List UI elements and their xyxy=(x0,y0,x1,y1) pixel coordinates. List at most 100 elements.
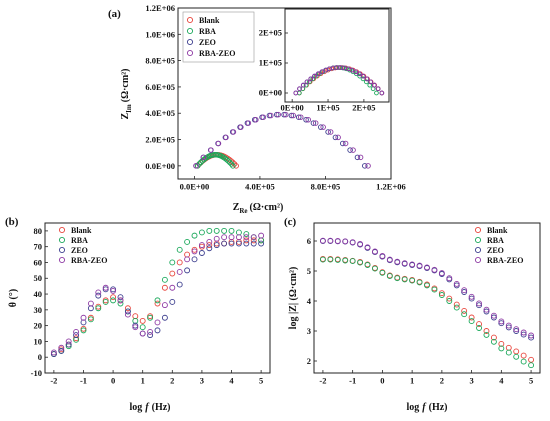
panel-c-point-rba-zeo xyxy=(327,237,334,244)
panel-c-point-rba-zeo xyxy=(528,332,535,339)
inset-point-rba-zeo xyxy=(349,67,355,73)
panel-c-point-blank xyxy=(520,352,527,359)
inset-point-rba-zeo xyxy=(293,90,299,96)
panel-c-point-rba xyxy=(461,311,468,318)
nyquist-point-rba-zeo xyxy=(260,114,267,120)
panel-b-ytick-label: -10 xyxy=(31,368,42,378)
nyquist-point-rba-zeo xyxy=(283,111,289,118)
panel-b-point-zeo xyxy=(176,281,183,288)
panel-c-ytick-label: 4 xyxy=(307,296,312,306)
panel-c-point-blank xyxy=(438,290,445,297)
legend-marker-blank xyxy=(186,16,194,24)
panel-a-ytick-label: 1.0E+06 xyxy=(145,29,175,39)
panel-c-frame xyxy=(313,222,541,374)
panel-c-point-blank xyxy=(490,334,497,341)
panel-c-point-rba xyxy=(342,257,349,264)
panel-c-point-rba xyxy=(483,331,490,338)
panel-a-label: (a) xyxy=(108,8,121,20)
panel-c-point-rba-zeo xyxy=(476,300,482,307)
panel-c-xtick-label: -2 xyxy=(319,376,326,386)
panel-b-point-zeo xyxy=(198,250,205,256)
panel-b-point-blank xyxy=(250,237,257,244)
panel-b-point-blank xyxy=(80,325,87,332)
panel-b-point-rba-zeo xyxy=(228,234,235,241)
panel-c-xtick-label: 1 xyxy=(410,376,414,386)
panel-b-ytick-label: 10 xyxy=(34,336,43,346)
panel-b-ytick-label: 40 xyxy=(34,289,43,299)
panel-c-point-rba xyxy=(468,318,475,325)
panel-b-ytick-label: 50 xyxy=(34,273,43,283)
panel-c-point-rba xyxy=(438,292,445,298)
panel-b-point-rba xyxy=(184,238,191,245)
panel-b-point-rba-zeo xyxy=(221,234,228,241)
panel-c-point-rba xyxy=(394,275,401,282)
panel-b-point-blank xyxy=(58,346,65,353)
nyquist-point-zeo xyxy=(273,111,280,118)
legend-marker-blank xyxy=(474,226,482,234)
panel-b-point-blank xyxy=(243,237,250,244)
legend-label-rba-zeo: RBA-ZEO xyxy=(487,256,523,265)
panel-c-point-rba-zeo xyxy=(513,326,520,333)
panel-c-point-rba-zeo xyxy=(505,322,512,329)
panel-b-point-rba xyxy=(235,229,242,236)
panel-a-ytick-label: 6.0E+05 xyxy=(145,82,175,92)
panel-c-point-zeo xyxy=(498,320,505,327)
inset-point-rba xyxy=(374,90,379,96)
panel-b-point-rba xyxy=(117,300,124,307)
panel-c-point-rba xyxy=(513,353,520,360)
panel-b-point-zeo xyxy=(58,347,65,354)
panel-a-xtick-label: 0.0E+00 xyxy=(180,182,210,192)
panel-b-point-rba-zeo xyxy=(58,344,65,351)
panel-b-point-blank xyxy=(169,270,176,277)
nyquist-point-rba-zeo xyxy=(335,134,341,141)
panel-c-point-rba xyxy=(334,256,341,263)
panel-c-point-rba-zeo xyxy=(438,270,445,277)
panel-c-xtick-label: 0 xyxy=(380,376,384,386)
panel-a-ytick-label: 2.0E+05 xyxy=(145,135,175,145)
panel-c-point-rba xyxy=(401,276,408,283)
nyquist-point-zeo xyxy=(362,163,368,169)
panel-c-point-rba-zeo xyxy=(401,260,408,267)
nyquist-point-zeo xyxy=(281,111,287,118)
panel-c-point-rba-zeo xyxy=(349,239,356,246)
panel-a-xlabel: ZRe (Ω·cm²) xyxy=(233,202,284,215)
panel-b-point-rba-zeo xyxy=(191,248,198,255)
panel-c-point-blank xyxy=(468,314,475,321)
nyquist-point-rba-zeo xyxy=(312,120,319,126)
panel-b-point-zeo xyxy=(258,240,265,247)
panel-b-point-rba-zeo xyxy=(102,284,109,291)
inset-point-rba-zeo xyxy=(297,86,302,92)
panel-c-point-blank xyxy=(483,328,490,334)
inset-xtick-label: 2E+05 xyxy=(352,103,375,113)
panel-b-point-blank xyxy=(161,284,168,291)
inset-point-rba-zeo xyxy=(304,79,310,85)
nyquist-point-rba-zeo xyxy=(342,140,349,147)
panel-b-xlabel: log f (Hz) xyxy=(129,402,170,413)
panel-b-point-rba xyxy=(198,229,205,236)
panel-b-point-zeo xyxy=(124,308,131,315)
legend-marker-rba-zeo xyxy=(474,256,482,264)
panel-b-point-blank xyxy=(95,303,102,310)
panel-b-point-rba-zeo xyxy=(206,238,213,245)
panel-c-point-rba xyxy=(476,325,482,331)
panel-b-ytick-label: 0 xyxy=(38,352,42,362)
panel-b-point-zeo xyxy=(221,240,228,247)
panel-b-point-rba xyxy=(132,317,139,324)
panel-b-point-rba xyxy=(191,232,198,239)
panel-b-point-rba-zeo xyxy=(73,329,80,335)
panel-b-point-rba-zeo xyxy=(132,324,139,331)
panel-c-point-rba-zeo xyxy=(461,287,468,294)
inset-point-rba-zeo xyxy=(315,71,321,77)
nyquist-point-zeo xyxy=(325,129,331,135)
legend-label-rba-zeo: RBA-ZEO xyxy=(199,49,235,58)
nyquist-point-rba-zeo xyxy=(215,140,222,147)
panel-b-point-rba xyxy=(169,259,176,266)
panel-c-point-rba-zeo xyxy=(498,318,505,325)
panel-b-point-rba xyxy=(243,231,250,238)
panel-a-ylabel: ZIm(Ω·cm²) xyxy=(120,68,133,119)
panel-c-point-rba-zeo xyxy=(364,244,371,251)
inset-point-rba-zeo xyxy=(319,69,325,75)
panel-b-point-rba-zeo xyxy=(243,234,250,241)
panel-b-point-zeo xyxy=(206,245,213,252)
